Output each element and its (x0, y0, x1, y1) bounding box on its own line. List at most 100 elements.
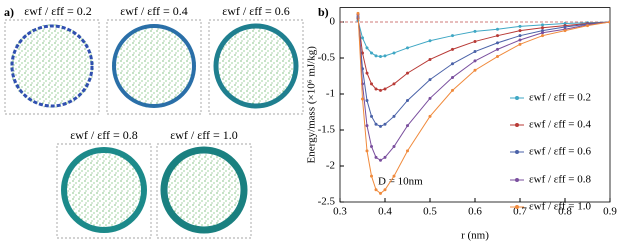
x-tick-label: 0.8 (558, 206, 572, 218)
y-tick-label: 0 (330, 16, 336, 28)
point (541, 26, 544, 30)
point (392, 145, 396, 149)
point (406, 71, 409, 75)
point (541, 34, 544, 38)
point (451, 62, 454, 66)
panel-b: b)0-0.5-1-1.5-2-2.50.3 0.4 0.5 0.6 0.7 0.8 0.9… (306, 5, 618, 242)
point (379, 88, 382, 92)
snapshot-label: εwf / εff = 0.6 (222, 4, 290, 18)
point (379, 158, 382, 162)
point (608, 20, 610, 24)
point (496, 41, 499, 45)
point (361, 51, 364, 55)
point (496, 34, 499, 38)
point (356, 11, 360, 15)
point (428, 39, 432, 43)
point (374, 122, 378, 126)
point (451, 34, 454, 38)
snapshot-frame (106, 19, 202, 115)
x-tick-label: 0.3 (333, 206, 347, 218)
point (496, 55, 499, 59)
point (518, 34, 522, 38)
point (586, 24, 589, 28)
snapshot-frame (156, 143, 252, 239)
legend-marker (515, 150, 519, 154)
point (392, 51, 396, 55)
snapshot-label: εwf / εff = 0.4 (120, 4, 188, 18)
series-line (357, 16, 610, 127)
snapshot-disk (10, 24, 94, 108)
point (406, 98, 409, 102)
point (473, 68, 477, 72)
point (518, 24, 522, 28)
point (473, 50, 477, 54)
point (473, 29, 477, 33)
legend-label: εwf / εff = 0.6 (529, 146, 591, 158)
point (392, 114, 396, 118)
legend-marker (515, 96, 519, 100)
point (473, 59, 477, 63)
point (428, 114, 432, 118)
point (383, 155, 387, 159)
snapshot-ring (160, 146, 248, 234)
point (365, 71, 369, 75)
panel-a: a) εwf / εff = 0.2 εwf / εff = 0.4 εwf / εf… (4, 4, 304, 239)
point (451, 75, 454, 79)
point (406, 46, 409, 50)
point (428, 57, 432, 61)
series-group (356, 11, 610, 195)
point (563, 21, 567, 25)
point (370, 51, 373, 55)
point (451, 47, 454, 51)
y-tick-label: -2 (326, 160, 335, 172)
snapshot-ring (61, 147, 147, 233)
point (563, 25, 567, 29)
point (383, 87, 387, 91)
series-line (357, 13, 610, 195)
y-tick-label: -2.5 (318, 196, 336, 208)
x-tick-label: 0.9 (603, 206, 617, 218)
snapshot-frame (208, 19, 304, 115)
point (379, 191, 382, 195)
y-tick-label: -1.5 (318, 124, 336, 136)
legend-label: εwf / εff = 1.0 (529, 201, 591, 213)
series-line (357, 18, 610, 91)
point (374, 87, 378, 91)
point (365, 149, 369, 153)
point (374, 155, 378, 159)
point (541, 31, 544, 35)
y-tick-label: -1 (326, 88, 335, 100)
point (383, 188, 387, 192)
point (563, 29, 567, 33)
snapshot-disk (162, 148, 246, 232)
snapshot-disk (214, 24, 298, 108)
point (428, 96, 432, 100)
point (541, 29, 544, 33)
snapshot-disk (112, 24, 196, 108)
point (383, 122, 387, 126)
point (541, 23, 544, 27)
point (496, 27, 499, 31)
point (496, 47, 499, 51)
snapshot-ring (10, 24, 94, 108)
point (379, 124, 382, 128)
snapshot-ring (213, 23, 299, 109)
point (406, 124, 409, 128)
snapshot-frame (4, 19, 100, 115)
panel-label: b) (318, 5, 329, 19)
legend-marker (515, 178, 519, 182)
point (361, 97, 364, 101)
point (370, 82, 373, 86)
snapshot-ring (112, 24, 196, 108)
legend-label: εwf / εff = 0.8 (529, 174, 591, 186)
point (392, 82, 396, 86)
point (379, 55, 382, 59)
snapshot-label: εwf / εff = 0.2 (24, 4, 92, 18)
point (370, 145, 373, 149)
series-line (357, 14, 610, 161)
point (374, 54, 378, 58)
point (370, 114, 373, 118)
point (383, 54, 387, 58)
point (365, 46, 369, 50)
